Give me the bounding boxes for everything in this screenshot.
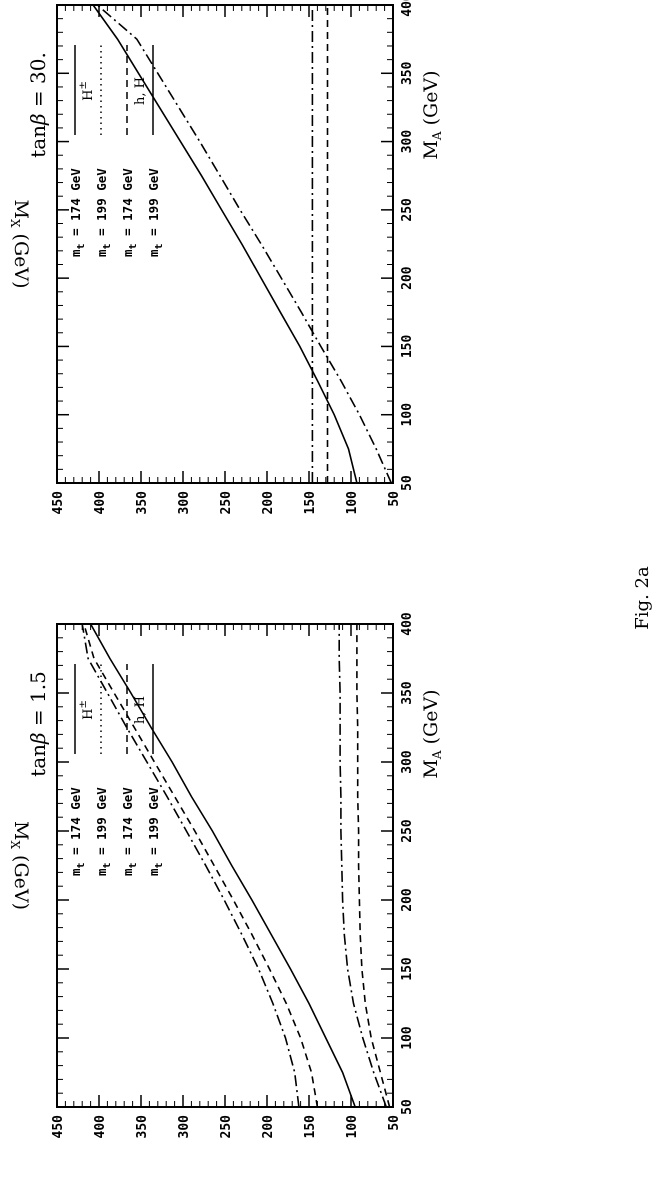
x-axis-label: MA (GeV): [420, 70, 444, 159]
x-tick-label: 100: [400, 403, 415, 427]
series-line-1: [92, 4, 358, 484]
y-tick-label: 350: [135, 491, 150, 515]
series-line-5: [356, 624, 391, 1108]
legend-label-1: mt = 174 GeV: [68, 168, 87, 257]
y-tick-label: 200: [261, 1115, 276, 1139]
y-tick-label: 450: [51, 491, 66, 515]
x-tick-label: 150: [400, 957, 415, 981]
y-axis-label: MX (GeV): [8, 821, 32, 910]
y-tick-label: 150: [303, 491, 318, 515]
y-tick-label: 50: [387, 491, 402, 507]
y-tick-label: 300: [177, 1115, 192, 1139]
chart-title: tanβ = 1.5: [26, 671, 50, 777]
y-axis-label: MX (GeV): [8, 199, 32, 288]
x-tick-label: 150: [400, 335, 415, 359]
chart-title: tanβ = 30.: [26, 52, 50, 158]
y-tick-label: 400: [93, 491, 108, 515]
y-tick-label: 150: [303, 1115, 318, 1139]
legend-group-tag-2: h, H: [133, 696, 148, 724]
y-tick-label: 300: [177, 491, 192, 515]
y-tick-label: 200: [261, 491, 276, 515]
x-tick-label: 350: [400, 61, 415, 85]
legend-label-2: mt = 199 GeV: [94, 168, 113, 257]
legend-group-tag-2: h, H: [133, 77, 148, 105]
series-line-3: [81, 623, 300, 1108]
x-tick-label: 200: [400, 888, 415, 912]
x-tick-label: 300: [400, 130, 415, 154]
x-tick-label: 400: [400, 0, 415, 17]
legend-label-4: mt = 199 GeV: [146, 787, 165, 876]
y-tick-label: 400: [93, 1115, 108, 1139]
x-tick-label: 250: [400, 198, 415, 222]
x-tick-label: 300: [400, 750, 415, 774]
chart-tanbeta-1-5: 50 100 150 200 250 300 350 400 50 100 150 200 250 300…: [8, 612, 444, 1138]
y-tick-label: 450: [51, 1115, 66, 1139]
y-tick-label: 100: [345, 491, 360, 515]
legend-group-tag-1: H±: [78, 81, 96, 101]
figure-caption: Fig. 2a: [632, 566, 653, 630]
y-tick-label: 100: [345, 1115, 360, 1139]
x-tick-label: 100: [400, 1026, 415, 1050]
chart-tanbeta-30: 50 100 150 200 250 300 350 400 50 100 150 200 250 300…: [8, 0, 444, 514]
legend-label-4: mt = 199 GeV: [146, 168, 165, 257]
x-tick-label: 50: [400, 1099, 415, 1115]
series-line-1: [89, 623, 356, 1108]
series-line-4: [338, 624, 388, 1108]
y-tick-label: 250: [219, 1115, 234, 1139]
series-line-2: [96, 4, 393, 484]
y-tick-label: 50: [387, 1115, 402, 1131]
y-tick-label: 250: [219, 491, 234, 515]
x-tick-label: 200: [400, 266, 415, 290]
x-axis-label: MA (GeV): [420, 689, 444, 778]
x-tick-label: 50: [400, 475, 415, 491]
legend-label-3: mt = 174 GeV: [120, 168, 139, 257]
y-tick-label: 350: [135, 1115, 150, 1139]
x-tick-label: 400: [400, 612, 415, 636]
x-tick-label: 250: [400, 819, 415, 843]
legend-label-1: mt = 174 GeV: [68, 787, 87, 876]
x-tick-label: 350: [400, 681, 415, 705]
series-line-2: [83, 623, 319, 1108]
legend-label-3: mt = 174 GeV: [120, 787, 139, 876]
legend-label-2: mt = 199 GeV: [94, 787, 113, 876]
legend-group-tag-1: H±: [78, 700, 96, 720]
